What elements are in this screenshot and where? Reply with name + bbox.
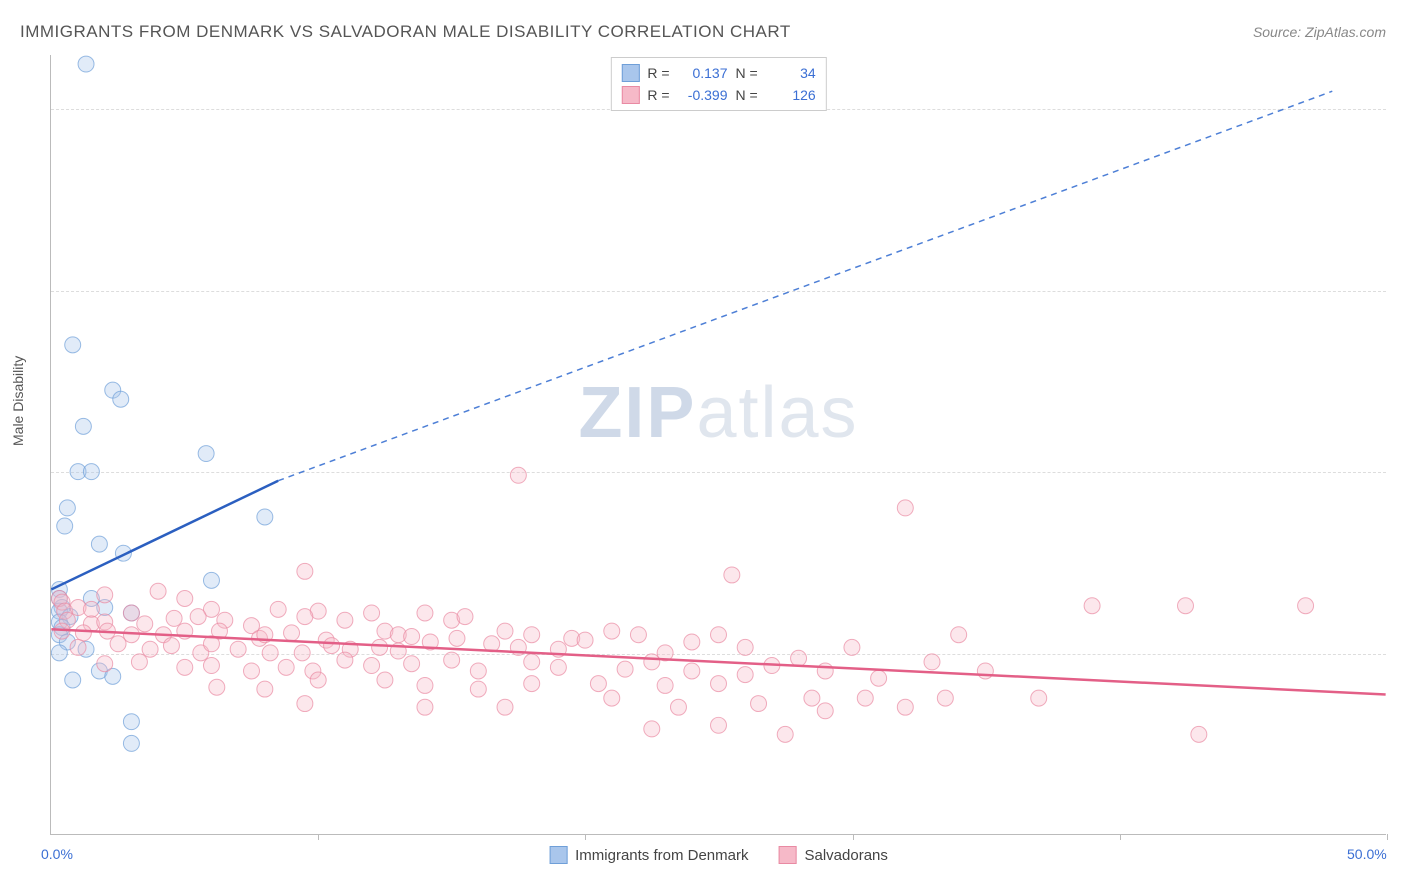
legend-row-denmark: R = 0.137 N = 34	[621, 62, 815, 84]
legend-item-denmark: Immigrants from Denmark	[549, 846, 748, 864]
n-label: N =	[736, 87, 758, 103]
swatch-salvadoran	[621, 86, 639, 104]
y-tick-label: 40.0%	[1391, 100, 1406, 116]
n-value-salvadoran: 126	[766, 87, 816, 103]
series-legend: Immigrants from Denmark Salvadorans	[549, 846, 888, 864]
legend-item-salvadoran: Salvadorans	[778, 846, 887, 864]
r-value-denmark: 0.137	[678, 65, 728, 81]
r-label: R =	[647, 87, 669, 103]
source-attribution: Source: ZipAtlas.com	[1253, 24, 1386, 40]
legend-row-salvadoran: R = -0.399 N = 126	[621, 84, 815, 106]
y-tick-label: 30.0%	[1391, 282, 1406, 298]
chart-title: IMMIGRANTS FROM DENMARK VS SALVADORAN MA…	[20, 22, 791, 42]
legend-label-salvadoran: Salvadorans	[804, 847, 887, 864]
y-tick-label: 20.0%	[1391, 463, 1406, 479]
scatter-svg	[51, 55, 1386, 834]
chart-plot-area: ZIPatlas R = 0.137 N = 34 R = -0.399 N =…	[50, 55, 1386, 835]
x-tick-label: 0.0%	[41, 846, 73, 862]
y-tick-label: 10.0%	[1391, 645, 1406, 661]
n-label: N =	[736, 65, 758, 81]
y-axis-label: Male Disability	[10, 356, 26, 446]
n-value-denmark: 34	[766, 65, 816, 81]
swatch-denmark	[621, 64, 639, 82]
r-label: R =	[647, 65, 669, 81]
r-value-salvadoran: -0.399	[678, 87, 728, 103]
swatch-denmark-bottom	[549, 846, 567, 864]
swatch-salvadoran-bottom	[778, 846, 796, 864]
x-tick-label: 50.0%	[1347, 846, 1387, 862]
correlation-legend: R = 0.137 N = 34 R = -0.399 N = 126	[610, 57, 826, 111]
legend-label-denmark: Immigrants from Denmark	[575, 847, 748, 864]
